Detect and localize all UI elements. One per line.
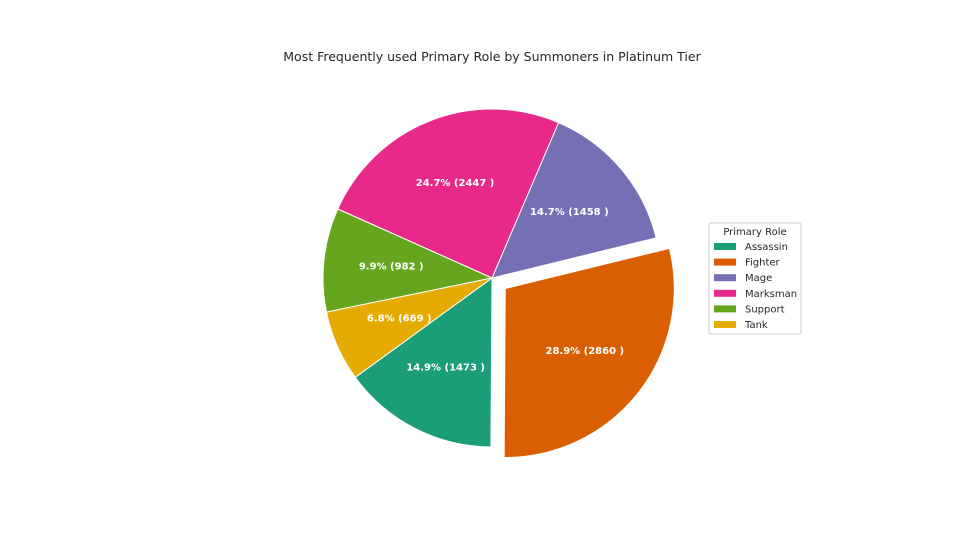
slice-label-tank: 6.8% (669 )	[367, 313, 432, 324]
legend-label-mage: Mage	[745, 273, 772, 284]
legend-title: Primary Role	[723, 227, 786, 238]
legend-swatch-fighter	[714, 258, 736, 266]
pie-slice-labels: 14.9% (1473 ) 28.9% (2860 ) 14.7% (1458 ) 2…	[359, 178, 624, 374]
legend: Primary Role Assassin Fighter Mage Marksman…	[708, 222, 802, 335]
legend-swatch-assassin	[714, 243, 736, 250]
legend-label-support: Support	[745, 304, 785, 315]
legend-swatch-marksman	[714, 289, 736, 297]
slice-label-assassin: 14.9% (1473 )	[406, 363, 485, 374]
legend-swatch-support	[714, 305, 736, 313]
pie-slice-assassin	[354, 277, 493, 448]
legend-label-tank: Tank	[744, 320, 768, 331]
legend-items: Assassin Fighter Mage Marksman Support Tank	[714, 242, 797, 331]
slice-label-mage: 14.7% (1458 )	[530, 207, 609, 218]
pie-slice-mage	[491, 122, 657, 279]
legend-swatch-tank	[714, 321, 736, 328]
slice-label-support: 9.9% (982 )	[359, 261, 424, 272]
slice-label-fighter: 28.9% (2860 )	[545, 346, 624, 357]
pie-slices	[322, 108, 675, 458]
legend-label-fighter: Fighter	[745, 258, 781, 269]
pie-slice-fighter	[503, 247, 675, 458]
pie-slice-tank	[325, 277, 493, 378]
legend-label-assassin: Assassin	[745, 242, 788, 253]
slice-label-marksman: 24.7% (2447 )	[416, 178, 495, 189]
chart-title: Most Frequently used Primary Role by Sum…	[283, 49, 701, 64]
pie-slice-marksman	[337, 108, 560, 279]
legend-swatch-mage	[714, 274, 736, 282]
legend-label-marksman: Marksman	[745, 289, 797, 300]
